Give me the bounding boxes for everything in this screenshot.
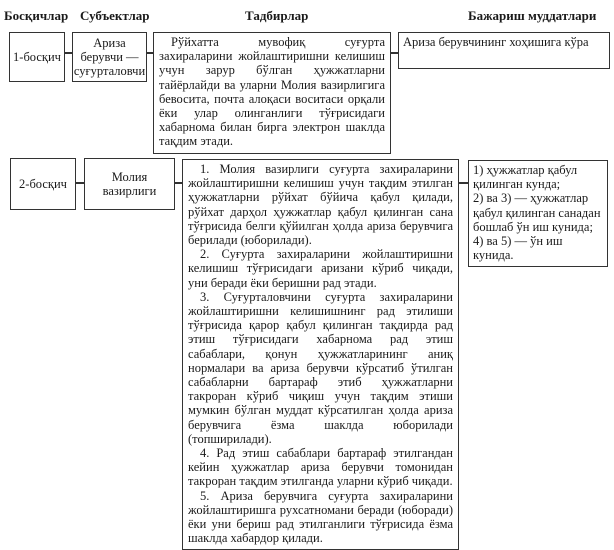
header-stages: Босқичлар	[4, 8, 69, 23]
header-deadlines: Бажариш муддатлари	[468, 8, 597, 23]
connector	[60, 52, 74, 54]
stage-2-box: 2-босқич	[10, 158, 76, 210]
deadline-2-box: 1) ҳужжатлар қабул қилинган кунда; 2) ва…	[468, 160, 608, 268]
connector	[173, 182, 184, 184]
deadline-text: 2) ва 3) — ҳужжатлар қабул қилинган сана…	[473, 191, 601, 234]
action-item: 2. Суғурта захираларини жойлаштиришни ке…	[188, 247, 453, 290]
header-subjects: Субъектлар	[80, 8, 150, 23]
action-item: 5. Ариза берувчига суғурта захираларини …	[188, 488, 453, 546]
subject-label: Молия вазирлиги	[102, 169, 157, 198]
connector	[457, 182, 469, 184]
deadline-text: 4) ва 5) — ўн иш кунида.	[473, 234, 563, 263]
subject-1-box: Ариза берувчи — суғурталовчи	[72, 32, 147, 82]
actions-1-box: Рўйхатта мувофиқ суғурта захираларини жо…	[153, 32, 391, 154]
action-item: 3. Суғурталовчини суғурта захираларини ж…	[188, 289, 453, 446]
header-actions: Тадбирлар	[245, 8, 309, 23]
deadline-text: 1) ҳужжатлар қабул қилинган кунда;	[473, 163, 578, 192]
subject-2-box: Молия вазирлиги	[84, 158, 175, 210]
connector	[74, 182, 86, 184]
connector	[145, 52, 155, 54]
action-item: 4. Рад этиш сабаблари бартараф этилганда…	[188, 446, 453, 489]
deadline-1-box: Ариза берувчининг хоҳишига кўра	[398, 32, 610, 69]
stage-label: 2-босқич	[19, 176, 67, 191]
stage-label: 1-босқич	[13, 49, 61, 64]
actions-2-box: 1. Молия вазирлиги суғурта захираларини …	[182, 159, 459, 550]
deadline-text: Ариза берувчининг хоҳишига кўра	[403, 35, 589, 49]
connector	[388, 52, 400, 54]
action-item: 1. Молия вазирлиги суғурта захираларини …	[188, 162, 453, 248]
stage-1-box: 1-босқич	[9, 32, 65, 82]
action-item: Рўйхатта мувофиқ суғурта захираларини жо…	[159, 35, 385, 149]
subject-label: Ариза берувчи — суғурталовчи	[73, 35, 146, 79]
